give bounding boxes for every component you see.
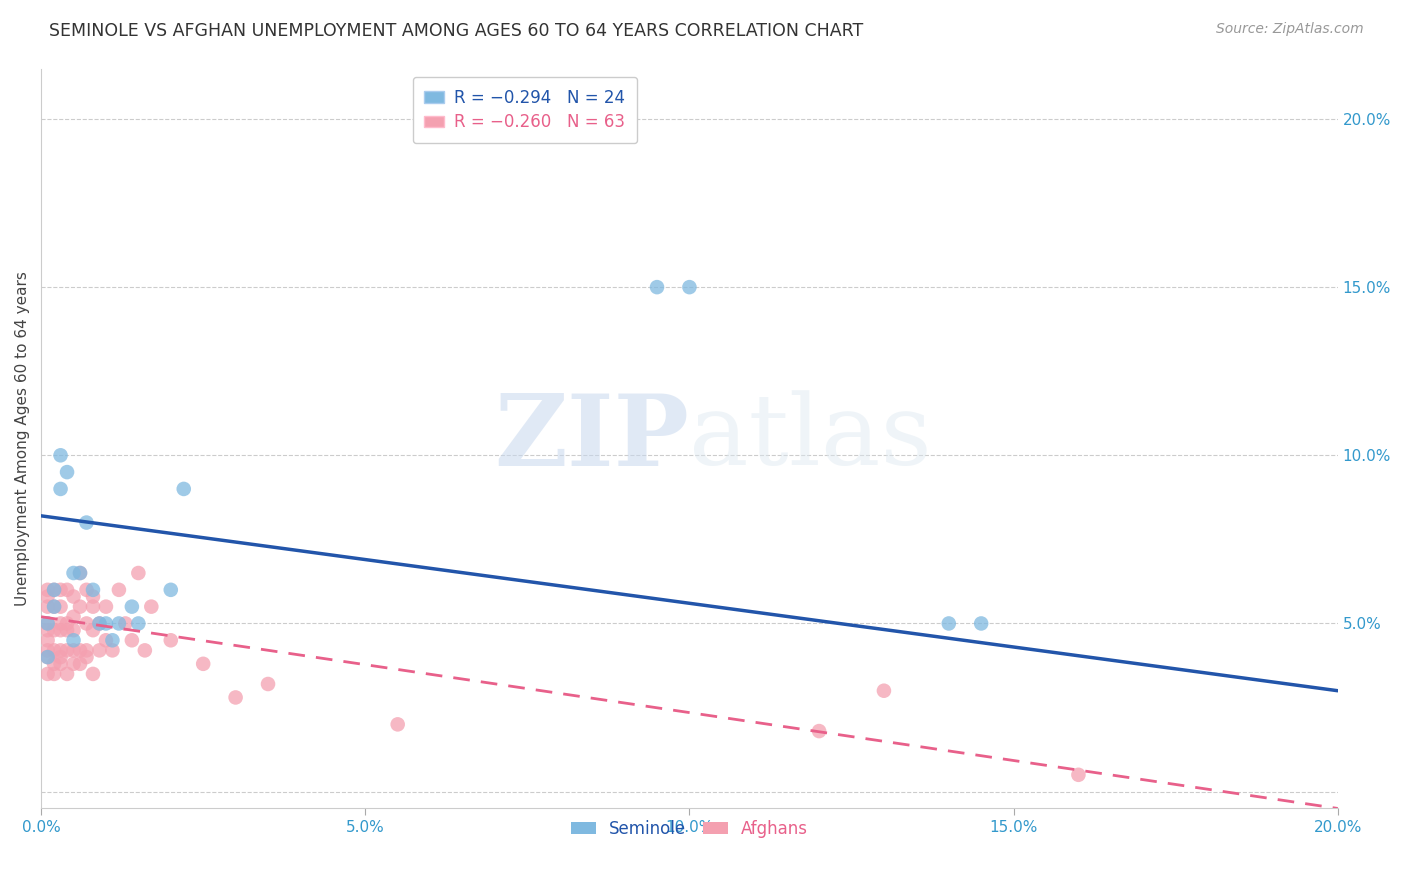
Point	[56, 616, 79, 631]
Point	[134, 643, 156, 657]
Point	[37, 650, 59, 665]
Point	[82, 623, 104, 637]
Point	[89, 616, 111, 631]
Point	[108, 616, 131, 631]
Point	[193, 657, 215, 671]
Point	[42, 657, 65, 671]
Point	[49, 650, 72, 665]
Point	[62, 590, 84, 604]
Point	[49, 623, 72, 637]
Point	[645, 280, 668, 294]
Point	[49, 657, 72, 671]
Point	[56, 643, 79, 657]
Point	[101, 633, 124, 648]
Point	[114, 616, 136, 631]
Point	[42, 582, 65, 597]
Point	[37, 633, 59, 648]
Point	[808, 724, 831, 739]
Point	[257, 677, 280, 691]
Point	[49, 616, 72, 631]
Point	[49, 643, 72, 657]
Point	[42, 623, 65, 637]
Point	[89, 643, 111, 657]
Point	[101, 643, 124, 657]
Point	[37, 582, 59, 597]
Point	[89, 616, 111, 631]
Point	[82, 590, 104, 604]
Point	[49, 482, 72, 496]
Point	[49, 448, 72, 462]
Point	[37, 643, 59, 657]
Point	[42, 599, 65, 614]
Point	[159, 633, 181, 648]
Point	[62, 643, 84, 657]
Text: Source: ZipAtlas.com: Source: ZipAtlas.com	[1216, 22, 1364, 37]
Point	[173, 482, 195, 496]
Point	[62, 609, 84, 624]
Point	[62, 633, 84, 648]
Point	[94, 599, 117, 614]
Point	[76, 650, 98, 665]
Y-axis label: Unemployment Among Ages 60 to 64 years: Unemployment Among Ages 60 to 64 years	[15, 271, 30, 606]
Point	[62, 657, 84, 671]
Point	[56, 582, 79, 597]
Text: atlas: atlas	[689, 391, 932, 486]
Point	[56, 465, 79, 479]
Point	[225, 690, 247, 705]
Point	[141, 599, 163, 614]
Point	[42, 582, 65, 597]
Point	[42, 643, 65, 657]
Point	[37, 599, 59, 614]
Point	[387, 717, 409, 731]
Point	[56, 667, 79, 681]
Point	[69, 566, 91, 580]
Point	[678, 280, 700, 294]
Point	[873, 683, 896, 698]
Point	[37, 667, 59, 681]
Point	[42, 599, 65, 614]
Point	[121, 633, 143, 648]
Text: ZIP: ZIP	[495, 390, 689, 487]
Point	[127, 566, 149, 580]
Point	[127, 616, 149, 631]
Point	[37, 616, 59, 631]
Point	[94, 616, 117, 631]
Point	[76, 582, 98, 597]
Point	[56, 623, 79, 637]
Point	[69, 657, 91, 671]
Point	[159, 582, 181, 597]
Point	[37, 590, 59, 604]
Point	[42, 667, 65, 681]
Point	[69, 643, 91, 657]
Point	[82, 582, 104, 597]
Point	[69, 566, 91, 580]
Point	[938, 616, 960, 631]
Point	[76, 643, 98, 657]
Point	[49, 582, 72, 597]
Point	[82, 667, 104, 681]
Point	[69, 599, 91, 614]
Point	[82, 599, 104, 614]
Point	[76, 516, 98, 530]
Point	[49, 599, 72, 614]
Point	[121, 599, 143, 614]
Point	[970, 616, 993, 631]
Legend: Seminole, Afghans: Seminole, Afghans	[564, 814, 815, 845]
Point	[76, 616, 98, 631]
Point	[94, 633, 117, 648]
Text: SEMINOLE VS AFGHAN UNEMPLOYMENT AMONG AGES 60 TO 64 YEARS CORRELATION CHART: SEMINOLE VS AFGHAN UNEMPLOYMENT AMONG AG…	[49, 22, 863, 40]
Point	[37, 616, 59, 631]
Point	[37, 623, 59, 637]
Point	[62, 566, 84, 580]
Point	[108, 582, 131, 597]
Point	[1067, 768, 1090, 782]
Point	[37, 650, 59, 665]
Point	[62, 623, 84, 637]
